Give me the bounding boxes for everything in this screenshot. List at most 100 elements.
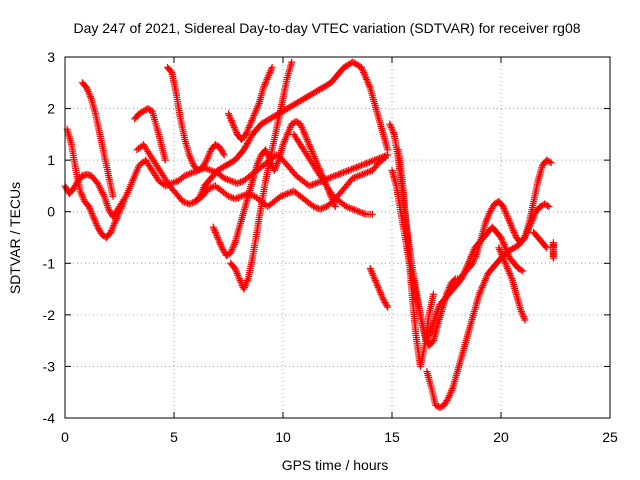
data-point-marker <box>346 166 354 174</box>
data-point-marker <box>243 276 251 284</box>
data-point-marker <box>225 176 233 184</box>
data-point-marker <box>345 204 353 212</box>
data-point-marker <box>482 273 490 281</box>
data-point-marker <box>359 209 367 217</box>
data-point-marker <box>304 139 312 147</box>
data-point-marker <box>360 68 368 76</box>
data-point-marker <box>285 189 293 197</box>
data-point-marker <box>189 168 197 176</box>
data-point-marker <box>518 309 526 317</box>
data-point-marker <box>362 169 370 177</box>
data-point-marker <box>243 278 251 286</box>
data-point-marker <box>469 247 477 255</box>
data-point-marker <box>484 213 492 221</box>
data-point-marker <box>92 218 100 226</box>
data-point-marker <box>234 194 242 202</box>
data-point-marker <box>350 174 358 182</box>
data-point-marker <box>435 304 443 312</box>
data-point-marker <box>360 210 368 218</box>
data-point-marker <box>252 106 260 114</box>
data-point-marker <box>360 170 368 178</box>
data-point-marker <box>505 268 513 276</box>
data-point-marker <box>520 314 528 322</box>
data-point-marker <box>447 388 455 396</box>
data-point-marker <box>373 280 381 288</box>
y-axis-label: SDTVAR / TECUs <box>7 182 23 294</box>
data-point-marker <box>374 283 382 291</box>
data-point-marker <box>205 166 213 174</box>
data-point-marker <box>211 228 219 236</box>
data-point-marker <box>196 192 204 200</box>
data-point-marker <box>305 141 313 149</box>
data-point-marker <box>92 220 100 228</box>
data-point-marker <box>378 292 386 300</box>
data-point-marker <box>217 240 225 248</box>
data-point-marker <box>262 77 270 85</box>
data-point-marker <box>525 223 533 231</box>
data-point-marker <box>444 395 452 403</box>
data-point-marker <box>251 108 259 116</box>
data-point-marker <box>349 205 357 213</box>
data-point-marker <box>371 276 379 284</box>
data-point-marker <box>112 216 120 224</box>
data-point-marker <box>254 158 262 166</box>
data-point-marker <box>380 155 388 163</box>
data-point-marker <box>499 254 507 262</box>
data-point-marker <box>483 215 491 223</box>
data-point-marker <box>227 117 235 125</box>
data-point-marker <box>231 264 239 272</box>
data-point-marker <box>504 213 512 221</box>
data-point-marker <box>543 244 551 252</box>
data-series <box>530 228 551 252</box>
data-point-marker <box>246 120 254 128</box>
data-point-marker <box>277 192 285 200</box>
data-point-marker <box>510 228 518 236</box>
data-point-marker <box>86 93 94 101</box>
data-point-marker <box>428 338 436 346</box>
data-point-marker <box>227 249 235 257</box>
data-point-marker <box>517 266 525 274</box>
data-point-marker <box>241 282 249 290</box>
data-point-marker <box>228 246 236 254</box>
data-series <box>163 63 228 174</box>
data-point-marker <box>253 105 261 113</box>
data-point-marker <box>343 167 351 175</box>
data-point-marker <box>203 154 211 162</box>
x-tick-label: 0 <box>61 429 69 445</box>
data-series <box>63 125 128 241</box>
data-point-marker <box>362 159 370 167</box>
data-point-marker <box>365 81 373 89</box>
data-point-marker <box>202 158 210 166</box>
data-series <box>209 117 339 260</box>
data-point-marker <box>271 165 279 173</box>
data-point-marker <box>207 184 215 192</box>
axis-ticks: 0 5 10 15 20 25 -4 -3 -2 -1 0 1 2 3 <box>43 49 618 445</box>
data-point-marker <box>462 264 470 272</box>
data-point-marker <box>507 221 515 229</box>
data-point-marker <box>217 242 225 250</box>
data-point-marker <box>482 275 490 283</box>
data-point-marker <box>445 393 453 401</box>
data-point-marker <box>282 134 290 142</box>
data-point-marker <box>503 263 511 271</box>
data-point-marker <box>477 285 485 293</box>
data-point-marker <box>264 72 272 80</box>
data-point-marker <box>368 270 376 278</box>
data-point-marker <box>297 122 305 130</box>
data-point-marker <box>495 244 503 252</box>
data-point-marker <box>477 287 485 295</box>
data-point-marker <box>207 166 215 174</box>
data-point-marker <box>240 285 248 293</box>
data-point-marker <box>225 110 232 118</box>
data-point-marker <box>255 156 263 164</box>
data-point-marker <box>226 193 234 201</box>
data-point-marker <box>386 120 394 128</box>
data-point-marker <box>475 290 483 298</box>
data-point-marker <box>342 203 350 211</box>
data-point-marker <box>228 194 236 202</box>
data-point-marker <box>205 151 213 159</box>
data-point-marker <box>187 199 195 207</box>
data-point-marker <box>480 278 488 286</box>
data-point-marker <box>466 254 474 262</box>
